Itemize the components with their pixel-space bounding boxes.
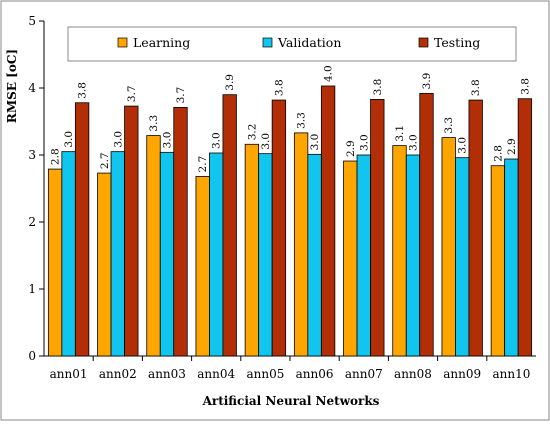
bar-testing [173, 107, 188, 357]
data-label-testing: 3.9 [224, 74, 236, 91]
bar-testing [517, 98, 533, 357]
data-label-validation: 3.0 [309, 134, 321, 151]
data-label-learning: 3.3 [443, 117, 455, 134]
legend-swatch-learning [117, 37, 128, 48]
bar-learning [490, 165, 506, 357]
bar-testing [419, 92, 434, 357]
data-label-learning: 2.7 [99, 152, 111, 169]
data-label-testing: 3.7 [126, 85, 138, 102]
bar-testing [74, 102, 90, 357]
data-label-validation: 3.0 [457, 137, 469, 154]
y-tick-label: 0 [28, 349, 36, 363]
x-tick-label: ann10 [492, 367, 530, 381]
bar-testing [468, 99, 483, 357]
legend-label-learning: Learning [133, 35, 190, 50]
bar-testing [320, 85, 336, 357]
bar-testing [124, 105, 139, 357]
data-label-testing: 3.8 [273, 79, 285, 96]
data-label-testing: 3.8 [77, 82, 89, 99]
data-label-validation: 3.0 [63, 131, 75, 148]
bar-testing [222, 94, 237, 357]
data-label-testing: 4.0 [323, 65, 335, 82]
y-tick-label: 1 [28, 282, 36, 296]
legend: Learning Validation Testing [67, 26, 517, 62]
bar-learning [97, 172, 112, 357]
data-label-validation: 3.0 [408, 134, 420, 151]
bar-validation [110, 151, 125, 357]
plot-area: 012345ann012.83.03.8ann022.73.03.7ann033… [28, 14, 536, 381]
bar-validation [258, 153, 273, 357]
data-label-learning: 3.3 [296, 112, 308, 129]
bar-learning [47, 168, 63, 357]
x-tick-label: ann01 [50, 367, 88, 381]
bar-learning [244, 143, 260, 357]
bar-learning [441, 137, 456, 357]
data-label-testing: 3.7 [175, 87, 187, 104]
bar-learning [195, 176, 210, 357]
bar-validation [307, 153, 322, 357]
y-tick-label: 4 [28, 81, 36, 95]
data-label-testing: 3.9 [421, 73, 433, 90]
bar-testing [370, 98, 385, 357]
legend-label-testing: Testing [434, 35, 480, 50]
x-tick-label: ann02 [99, 367, 137, 381]
bar-validation [209, 152, 224, 357]
x-tick-label: ann03 [148, 367, 186, 381]
data-label-learning: 3.1 [394, 125, 406, 142]
data-label-validation: 3.0 [260, 133, 272, 150]
bar-validation [455, 157, 470, 357]
bar-validation [504, 158, 519, 357]
x-tick-label: ann09 [443, 367, 481, 381]
bar-validation [61, 151, 76, 357]
y-axis-title: RMSE [oC] [5, 49, 19, 123]
bar-validation [405, 154, 421, 357]
legend-swatch-validation [262, 37, 273, 48]
data-label-learning: 2.8 [50, 148, 62, 165]
bar-learning [343, 160, 358, 357]
bar-learning [392, 145, 407, 357]
data-label-learning: 3.3 [148, 115, 160, 132]
x-tick-label: ann05 [246, 367, 284, 381]
data-label-learning: 2.9 [345, 140, 357, 157]
bar-testing [271, 99, 287, 357]
data-label-validation: 2.9 [506, 138, 518, 155]
x-tick-label: ann04 [197, 367, 235, 381]
y-tick-label: 3 [28, 148, 36, 162]
data-label-validation: 3.0 [211, 132, 223, 149]
bar-learning [293, 132, 309, 357]
x-axis-title: Artificial Neural Networks [202, 394, 380, 408]
y-tick-label: 5 [28, 14, 36, 28]
y-tick-label: 2 [28, 215, 36, 229]
legend-swatch-testing [418, 37, 429, 48]
x-tick-label: ann08 [394, 367, 432, 381]
bar-validation [356, 154, 371, 357]
x-tick-label: ann07 [345, 367, 383, 381]
data-label-learning: 3.2 [246, 124, 258, 141]
bar-learning [146, 135, 161, 357]
bar-validation [159, 151, 175, 357]
data-label-learning: 2.7 [197, 156, 209, 173]
data-label-validation: 3.0 [358, 134, 370, 151]
data-label-learning: 2.8 [492, 145, 504, 162]
legend-box [67, 26, 517, 62]
data-label-validation: 3.0 [112, 131, 124, 148]
data-label-validation: 3.0 [162, 132, 174, 149]
legend-label-validation: Validation [277, 35, 341, 50]
data-label-testing: 3.8 [519, 78, 531, 95]
x-tick-label: ann06 [296, 367, 334, 381]
data-label-testing: 3.8 [470, 79, 482, 96]
data-label-testing: 3.8 [372, 79, 384, 96]
